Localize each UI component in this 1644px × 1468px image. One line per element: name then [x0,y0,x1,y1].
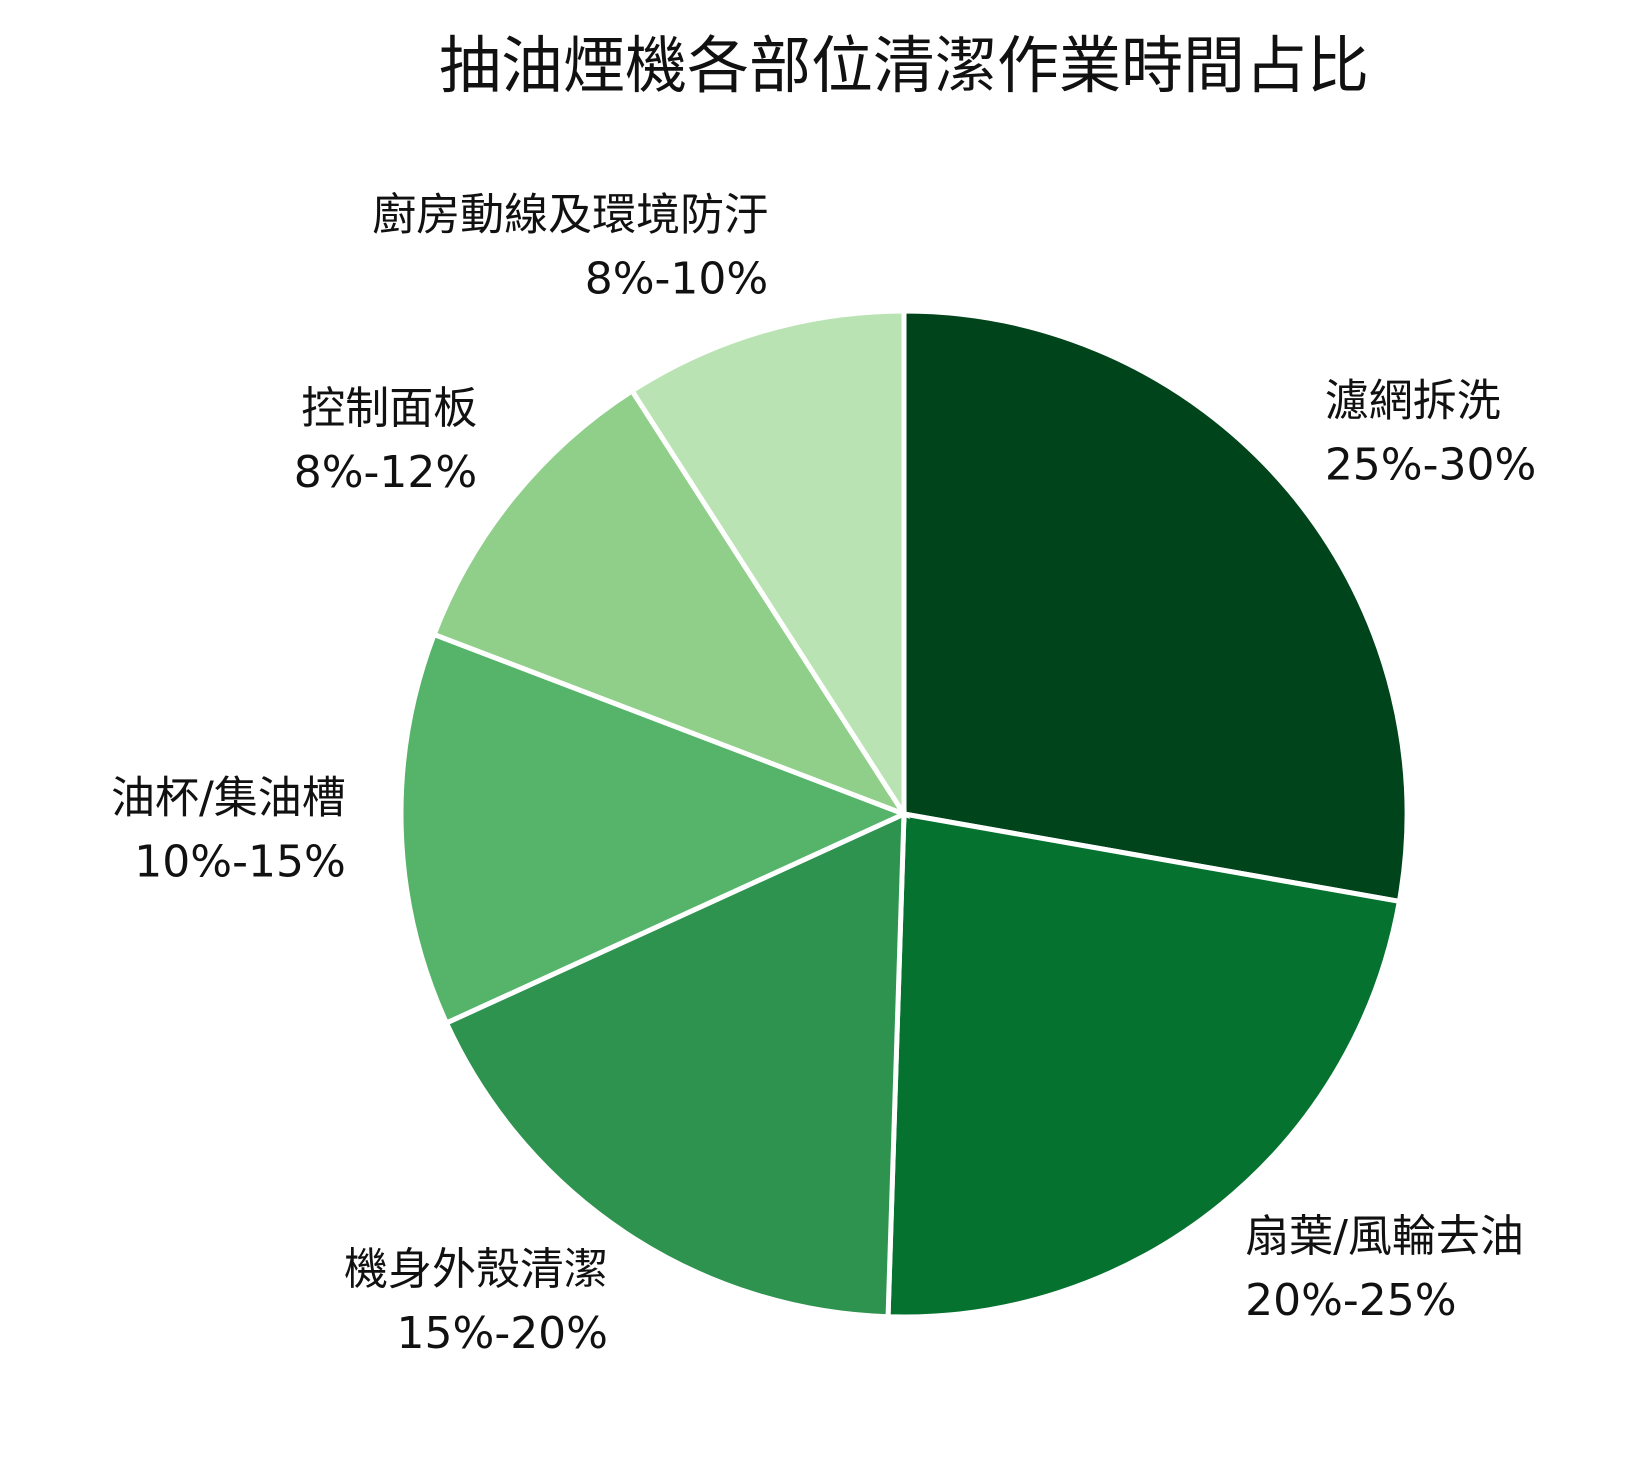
slice-value-label: 25%-30% [1325,440,1536,491]
chart-title: 抽油煙機各部位清潔作業時間占比 [439,29,1369,102]
slice-value-label: 15%-20% [397,1308,608,1359]
slice-value-label: 10%-15% [134,837,345,888]
pie-slice [628,308,907,823]
pie-slice [443,810,907,1320]
slice-value-label: 8%-12% [294,447,477,498]
slice-label: 油杯/集油槽 [111,773,346,824]
pie-slice [430,387,911,820]
slice-value-label: 20%-25% [1245,1275,1456,1326]
slice-label: 廚房動線及環境防汙 [372,189,768,240]
pie-slice [398,631,911,1027]
slice-label: 控制面板 [301,383,477,434]
pie-slice [901,308,1410,905]
slice-label: 濾網拆洗 [1325,376,1501,427]
slice-label: 機身外殼清潔 [344,1244,608,1295]
slice-value-label: 8%-10% [585,253,768,304]
slice-label: 扇葉/風輪去油 [1245,1211,1524,1262]
pie-slice [885,811,1403,1320]
